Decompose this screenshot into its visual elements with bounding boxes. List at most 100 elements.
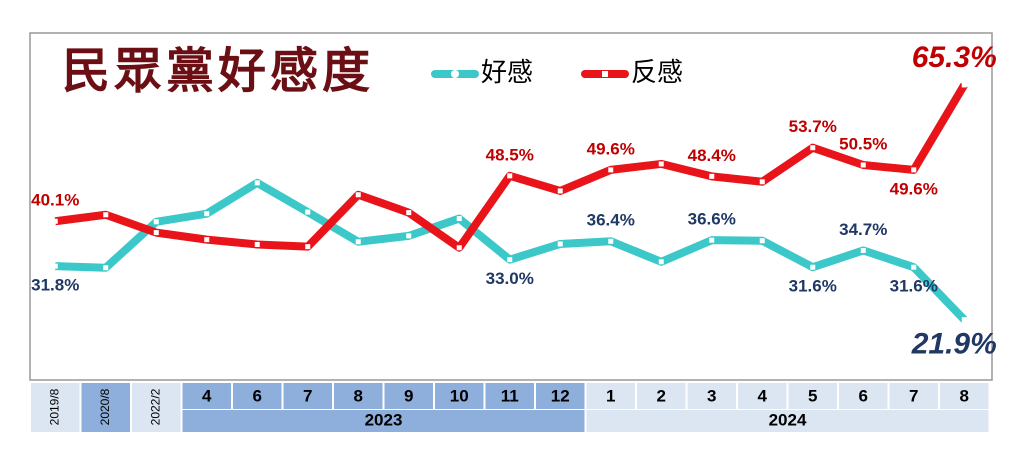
x-tick-label: 12: [551, 386, 570, 405]
table-cell: [637, 383, 686, 409]
point-marker: [153, 219, 159, 225]
point-marker: [961, 82, 967, 88]
x-tick-label: 9: [404, 386, 413, 405]
data-label: 31.8%: [31, 276, 79, 295]
table-cell: [182, 410, 585, 432]
table-cell: [334, 383, 383, 409]
data-label: 36.4%: [587, 211, 635, 230]
x-tick-label: 4: [202, 386, 212, 405]
point-marker: [759, 238, 765, 244]
point-marker: [608, 238, 614, 244]
point-marker: [456, 216, 462, 222]
table-cell: [839, 383, 888, 409]
table-cell: [384, 383, 433, 409]
data-label: 21.9%: [911, 328, 997, 361]
table-cell: [738, 383, 787, 409]
x-tick-label: 6: [859, 386, 868, 405]
point-marker: [810, 264, 816, 270]
point-marker: [961, 317, 967, 323]
x-tick-label: 10: [450, 386, 469, 405]
x-tick-label: 1: [606, 386, 615, 405]
table-cell: [81, 383, 130, 432]
x-tick-label: 5: [808, 386, 817, 405]
point-marker: [355, 192, 361, 198]
point-marker: [608, 167, 614, 173]
x-tick-label: 2022/2: [148, 388, 162, 425]
point-marker: [204, 211, 210, 217]
point-marker: [557, 241, 563, 247]
data-label: 48.5%: [486, 145, 534, 164]
point-marker: [103, 265, 109, 271]
data-label: 31.6%: [789, 277, 837, 296]
table-cell: [586, 410, 989, 432]
point-marker: [52, 218, 58, 224]
point-marker: [305, 209, 311, 215]
x-tick-label: 8: [960, 386, 969, 405]
table-cell: [940, 383, 989, 409]
year-label: 2024: [769, 410, 807, 429]
table-cell: [788, 383, 837, 409]
table-cell: [536, 383, 585, 409]
point-marker: [557, 188, 563, 194]
x-tick-label: 8: [354, 386, 363, 405]
legend-marker: [451, 70, 459, 78]
point-marker: [406, 210, 412, 216]
point-marker: [658, 259, 664, 265]
table-cell: [283, 383, 332, 409]
legend-label: 好感: [481, 57, 533, 87]
data-label: 31.6%: [890, 277, 938, 296]
point-marker: [911, 167, 917, 173]
data-label: 48.4%: [688, 146, 736, 165]
data-label: 50.5%: [839, 134, 887, 153]
table-cell: [233, 383, 282, 409]
point-marker: [810, 145, 816, 151]
x-tick-label: 2020/8: [98, 388, 112, 425]
table-cell: [586, 383, 635, 409]
point-marker: [305, 244, 311, 250]
point-marker: [52, 263, 58, 269]
table-cell: [132, 383, 181, 432]
data-label: 49.6%: [890, 179, 938, 198]
data-label: 40.1%: [31, 191, 79, 210]
data-label: 33.0%: [486, 269, 534, 288]
point-marker: [507, 257, 513, 263]
table-cell: [889, 383, 938, 409]
point-marker: [254, 242, 260, 248]
x-tick-label: 3: [707, 386, 716, 405]
point-marker: [355, 239, 361, 245]
year-label: 2023: [365, 410, 403, 429]
table-cell: [435, 383, 484, 409]
data-label: 36.6%: [688, 210, 736, 229]
point-marker: [103, 212, 109, 218]
data-label: 53.7%: [789, 117, 837, 136]
table-cell: [687, 383, 736, 409]
x-tick-label: 7: [909, 386, 918, 405]
point-marker: [456, 245, 462, 251]
point-marker: [759, 179, 765, 185]
point-marker: [911, 264, 917, 270]
point-marker: [254, 180, 260, 186]
point-marker: [406, 233, 412, 239]
point-marker: [153, 230, 159, 236]
chart-title: 民眾黨好感度: [62, 45, 374, 98]
point-marker: [860, 247, 866, 253]
data-label: 65.3%: [912, 41, 997, 74]
data-label: 49.6%: [587, 139, 635, 158]
point-marker: [709, 237, 715, 243]
x-tick-label: 7: [303, 386, 312, 405]
table-cell: [31, 383, 80, 432]
data-label: 34.7%: [839, 220, 887, 239]
plot-frame: [29, 32, 993, 381]
point-marker: [860, 162, 866, 168]
x-tick-label: 2019/8: [47, 388, 61, 425]
x-tick-label: 6: [253, 386, 262, 405]
x-tick-label: 11: [501, 386, 519, 405]
legend-marker: [602, 71, 608, 77]
table-cell: [485, 383, 534, 409]
point-marker: [204, 237, 210, 243]
x-tick-label: 2: [657, 386, 666, 405]
legend-label: 反感: [631, 57, 683, 87]
x-tick-label: 4: [758, 386, 768, 405]
table-cell: [182, 383, 231, 409]
